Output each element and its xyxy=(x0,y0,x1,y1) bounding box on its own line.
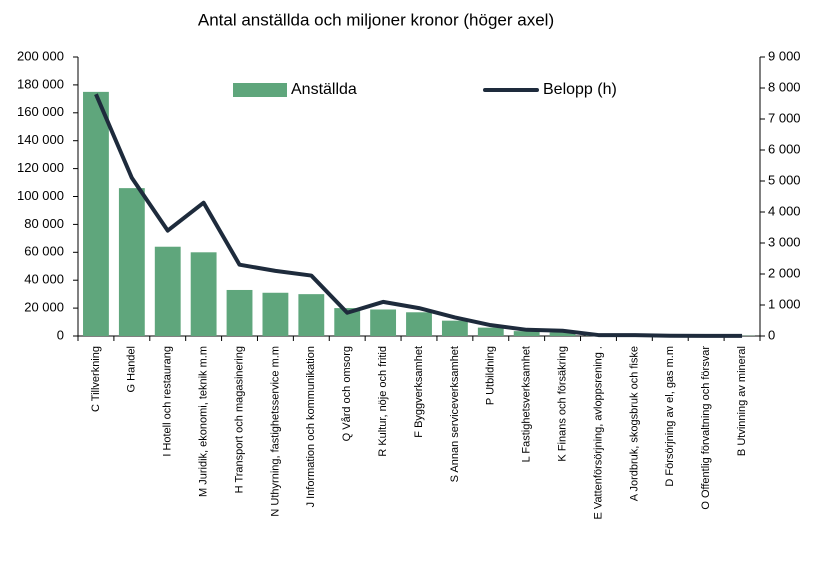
x-tick-label: M Juridik, ekonomi, teknik m.m xyxy=(198,346,210,497)
x-tick-label: R Kultur, nöje och fritid xyxy=(377,346,389,457)
x-tick-label: G Handel xyxy=(126,346,138,392)
bar xyxy=(298,294,325,336)
line xyxy=(94,93,743,338)
y-tick-label: 0 xyxy=(57,327,64,342)
y2-tick-label: 4 000 xyxy=(768,203,801,218)
y-tick-label: 160 000 xyxy=(17,104,64,119)
bar xyxy=(549,332,576,336)
legend-label: Anställda xyxy=(291,81,357,98)
x-tick-label: C Tillverkning xyxy=(90,346,102,412)
legend-label: Belopp (h) xyxy=(543,81,617,98)
y2-tick-label: 3 000 xyxy=(768,234,801,249)
x-tick-label: I Hotell och restaurang xyxy=(162,346,174,457)
bar xyxy=(154,246,181,336)
bar xyxy=(406,312,432,336)
legend-swatch xyxy=(233,83,287,97)
y-tick-label: 200 000 xyxy=(17,48,64,63)
y2-tick-label: 2 000 xyxy=(768,265,801,280)
bar xyxy=(190,252,217,336)
x-tick-label: S Annan serviceverksamhet xyxy=(449,346,461,482)
y-tick-label: 140 000 xyxy=(17,132,64,147)
x-tick-label: Q Vård och omsorg xyxy=(341,346,353,441)
x-tick-label: H Transport och magasinering xyxy=(233,346,245,493)
y-tick-label: 120 000 xyxy=(17,160,64,175)
y-tick-label: 60 000 xyxy=(24,244,64,259)
y-tick-label: 80 000 xyxy=(24,216,64,231)
x-tick-label: P Utbildning xyxy=(485,346,497,405)
bar xyxy=(118,188,145,336)
y2-tick-label: 9 000 xyxy=(768,48,801,63)
x-tick-label: K Finans och försäkring xyxy=(556,346,568,462)
chart-title: Antal anställda och miljoner kronor (hög… xyxy=(198,10,554,29)
y2-tick-label: 1 000 xyxy=(768,296,801,311)
y2-tick-label: 8 000 xyxy=(768,79,801,94)
bar xyxy=(477,327,504,336)
y2-tick-label: 0 xyxy=(768,327,775,342)
x-tick-label: B Utvinning av mineral xyxy=(736,346,748,456)
y-tick-label: 40 000 xyxy=(24,272,64,287)
bar xyxy=(441,320,468,336)
x-tick-label: F Byggverksamhet xyxy=(413,346,425,438)
bar xyxy=(370,309,397,336)
bar xyxy=(262,292,289,336)
x-tick-label: L Fastighetsverksamhet xyxy=(521,346,533,462)
bar xyxy=(513,331,540,336)
y-tick-label: 100 000 xyxy=(17,188,64,203)
bar xyxy=(226,289,253,336)
y2-tick-label: 7 000 xyxy=(768,110,801,125)
x-tick-label: N Uthyrning, fastighetsservice m.m xyxy=(269,346,281,517)
y2-tick-label: 6 000 xyxy=(768,141,801,156)
x-tick-label: A Jordbruk, skogsbruk och fiske xyxy=(628,346,640,501)
x-tick-label: O Offentlig förvaltning och försvar xyxy=(700,346,712,510)
y-tick-label: 20 000 xyxy=(24,300,64,315)
y2-tick-label: 5 000 xyxy=(768,172,801,187)
x-tick-label: J Information och kommunikation xyxy=(305,346,317,507)
x-tick-label: E Vattenförsörjning, avloppsrening . xyxy=(592,346,604,519)
x-tick-label: D Försörjning av el, gas m.m xyxy=(664,346,676,487)
bar xyxy=(83,91,109,336)
y-tick-label: 180 000 xyxy=(17,76,64,91)
